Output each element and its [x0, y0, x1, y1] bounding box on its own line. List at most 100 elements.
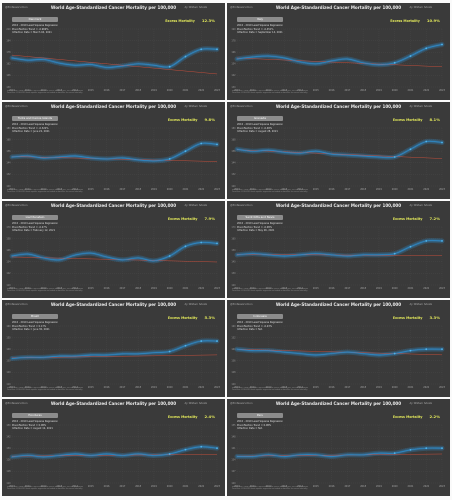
- series-line: [11, 48, 218, 68]
- data-point: [393, 352, 396, 355]
- handle-label: @ProfessorLimon: [5, 303, 28, 306]
- footnote-line: Source: GBD / IHME estimates, age-standa…: [7, 287, 84, 290]
- data-point: [393, 61, 396, 64]
- y-tick-label: 130: [6, 86, 11, 89]
- y-tick-label: 150: [6, 424, 11, 427]
- chart-svg: 110 120 130 140 150 160 2010 2011 2012 2013 2014 20…: [6, 325, 220, 389]
- regression-info-line: Inflection Date = September 14, 2021: [237, 31, 283, 34]
- x-tick-label: 2021: [183, 386, 189, 389]
- y-tick-label: 158: [6, 237, 11, 240]
- y-tick-label: 134: [231, 459, 236, 462]
- y-tick-label: 180: [6, 127, 11, 130]
- chart-svg: 130 142 154 166 178 190 2010 2011 2012 2013 2014 20…: [231, 28, 445, 92]
- data-point: [393, 156, 396, 158]
- x-tick-label: 2018: [360, 287, 366, 290]
- series-line: [236, 140, 443, 158]
- y-tick-label: 110: [6, 284, 11, 287]
- y-tick-label: 150: [231, 249, 236, 252]
- data-point: [441, 240, 443, 242]
- x-tick-label: 2012: [266, 188, 272, 191]
- x-tick-label: 2014: [297, 485, 303, 488]
- regression-info: 2010 - 2019 Least Squares Regression Pre-…: [237, 24, 283, 35]
- credit-label: by William Skoda: [409, 204, 432, 207]
- footnote-line: Source: GBD / IHME estimates, age-standa…: [7, 188, 84, 191]
- x-tick-label: 2019: [151, 188, 157, 191]
- chart-panel-brazil: 110 120 130 140 150 160 2010 2011 2012 2013 2014 20…: [2, 300, 225, 397]
- series-line: [236, 240, 443, 257]
- data-point: [200, 445, 203, 448]
- series-line: [11, 340, 218, 359]
- data-point: [425, 447, 428, 450]
- data-point: [184, 245, 187, 248]
- y-tick-label: 120: [231, 482, 236, 485]
- footnote: Source: GBD / IHME estimates, age-standa…: [7, 189, 220, 193]
- x-tick-label: 2011: [250, 89, 256, 92]
- excess-mortality-label: Excess Mortality: [392, 118, 423, 122]
- excess-mortality-label: Excess Mortality: [167, 118, 198, 122]
- chart-title: World Age-Standardized Cancer Mortality …: [275, 401, 402, 406]
- x-tick-label: 2017: [119, 485, 125, 488]
- x-tick-label: 2020: [167, 188, 173, 191]
- x-tick-label: 2019: [376, 287, 382, 290]
- y-tick-label: 155: [231, 424, 236, 427]
- country-badge: Grenada: [237, 116, 283, 121]
- x-tick-label: 2018: [360, 485, 366, 488]
- y-tick-label: 140: [6, 348, 11, 351]
- footnote-line: Trend line: 2010-2019 least squares regr…: [7, 91, 83, 94]
- regression-info-line: 2010 - 2019 Least Squares Regression: [12, 321, 58, 324]
- x-tick-label: 2019: [376, 485, 382, 488]
- credit-label: by William Skoda: [184, 105, 207, 108]
- handle-label: @ProfessorLimon: [5, 6, 28, 9]
- x-tick-label: 2016: [329, 188, 335, 191]
- credit-label: by William Skoda: [184, 6, 207, 9]
- excess-mortality-value: 5.3%: [204, 315, 215, 320]
- regression-info-line: 2010 - 2019 Least Squares Regression: [12, 420, 58, 423]
- x-tick-label: 2022: [423, 188, 429, 191]
- handle-label: @ProfessorLimon: [230, 303, 253, 306]
- regression-info: 2010 - 2019 Least Squares Regression Pre-…: [237, 222, 283, 233]
- x-tick-label: 2011: [25, 188, 31, 191]
- x-tick-label: 2021: [408, 386, 414, 389]
- handle-label: @ProfessorLimon: [5, 204, 28, 207]
- footnote-line: Trend line: 2010-2019 least squares regr…: [232, 190, 308, 193]
- x-tick-label: 2016: [329, 89, 335, 92]
- regression-info-line: 2010 - 2019 Least Squares Regression: [12, 123, 58, 126]
- y-tick-label: 146: [6, 249, 11, 252]
- footnote: Source: GBD / IHME estimates, age-standa…: [232, 387, 445, 391]
- x-tick-label: 2012: [266, 287, 272, 290]
- x-tick-label: 2010: [234, 485, 240, 488]
- y-tick-label: 127: [231, 470, 236, 473]
- trend-line: [11, 156, 218, 162]
- y-tick-label: 130: [6, 360, 11, 363]
- credit-label: by William Skoda: [409, 303, 432, 306]
- series-line: [236, 348, 443, 356]
- x-tick-label: 2013: [56, 386, 62, 389]
- y-tick-label: 156: [231, 150, 236, 153]
- x-tick-label: 2011: [25, 485, 31, 488]
- x-tick-label: 2021: [183, 89, 189, 92]
- x-tick-label: 2019: [376, 89, 382, 92]
- regression-info-line: 2010 - 2019 Least Squares Regression: [12, 222, 58, 225]
- regression-info-line: Inflection Date = June 22, 2021: [12, 130, 50, 133]
- excess-mortality-label: Excess Mortality: [390, 19, 420, 23]
- excess-mortality: Excess Mortality 5.3%: [168, 315, 215, 320]
- y-tick-label: 170: [231, 226, 236, 229]
- trend-line: [236, 254, 443, 256]
- x-tick-label: 2011: [25, 287, 31, 290]
- x-tick-label: 2020: [167, 287, 173, 290]
- series-line: [236, 44, 443, 66]
- excess-mortality: Excess Mortality 12.3%: [165, 18, 215, 23]
- x-tick-label: 2017: [344, 188, 350, 191]
- x-tick-label: 2013: [281, 287, 287, 290]
- excess-mortality: Excess Mortality 3.3%: [393, 315, 440, 320]
- country-badge: Denmark: [12, 17, 58, 22]
- x-tick-label: 2018: [135, 188, 141, 191]
- x-tick-label: 2014: [72, 188, 78, 191]
- regression-info-line: 2010 - 2019 Least Squares Regression: [237, 24, 283, 27]
- x-tick-label: 2010: [9, 287, 15, 290]
- footnote-line: Source: GBD / IHME estimates, age-standa…: [7, 386, 84, 389]
- footnote-line: Trend line: 2010-2019 least squares regr…: [7, 289, 83, 292]
- chart-svg: 110 118 126 134 142 150 2010 2011 2012 2013 2014 20…: [6, 424, 220, 488]
- regression-info-line: Inflection Date = May 06, 2021: [237, 229, 275, 232]
- data-point: [200, 48, 203, 51]
